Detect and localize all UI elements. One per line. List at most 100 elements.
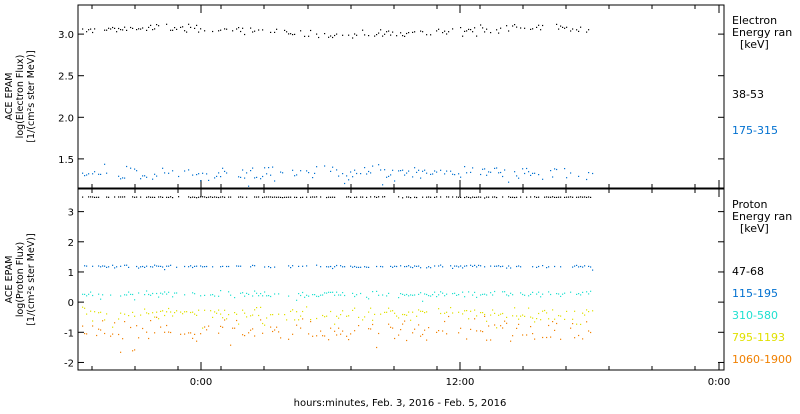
- data-point: [552, 321, 554, 323]
- data-point: [338, 317, 340, 319]
- y-tick-label: -1: [64, 328, 74, 339]
- data-point: [474, 264, 476, 266]
- data-point: [362, 196, 364, 198]
- data-point: [374, 313, 376, 315]
- data-point: [296, 196, 298, 198]
- data-point: [264, 291, 266, 293]
- data-point: [562, 26, 564, 28]
- data-point: [252, 31, 254, 33]
- data-point: [108, 27, 110, 29]
- data-point: [340, 294, 342, 296]
- data-point: [334, 266, 336, 268]
- data-point: [578, 175, 580, 177]
- data-point: [292, 265, 294, 267]
- data-point: [398, 297, 400, 299]
- data-point: [528, 307, 530, 309]
- data-point: [392, 327, 394, 329]
- data-point: [326, 292, 328, 294]
- data-point: [542, 293, 544, 295]
- data-point: [196, 340, 198, 342]
- data-point: [546, 312, 548, 314]
- data-point: [536, 293, 538, 295]
- data-point: [404, 320, 406, 322]
- data-point: [192, 266, 194, 269]
- data-point: [266, 317, 268, 319]
- data-point: [502, 312, 504, 315]
- data-point: [242, 309, 244, 311]
- data-point: [570, 30, 572, 32]
- data-point: [436, 331, 438, 333]
- data-point: [146, 196, 148, 198]
- data-point: [176, 266, 178, 268]
- data-point: [190, 265, 192, 267]
- y-tick-label: 0: [68, 298, 74, 309]
- data-point: [506, 294, 508, 296]
- data-point: [296, 174, 298, 176]
- data-point: [424, 329, 426, 331]
- data-point: [158, 296, 160, 298]
- data-point: [346, 196, 348, 198]
- data-point: [352, 37, 354, 39]
- legend-title: Energy ran: [732, 26, 792, 39]
- data-point: [162, 293, 164, 295]
- data-point: [162, 167, 164, 169]
- data-point: [400, 329, 402, 331]
- data-point: [108, 266, 110, 268]
- data-point: [122, 29, 124, 31]
- data-point: [390, 265, 392, 267]
- data-point: [460, 27, 462, 29]
- data-point: [336, 264, 338, 267]
- data-point: [550, 196, 552, 198]
- data-point: [422, 300, 424, 302]
- data-point: [174, 27, 176, 29]
- data-point: [156, 292, 158, 295]
- data-point: [364, 266, 366, 268]
- data-point: [348, 315, 350, 317]
- legend-title: [keV]: [740, 38, 769, 51]
- data-point: [116, 31, 118, 33]
- data-point: [482, 168, 484, 170]
- data-point: [232, 327, 234, 329]
- data-point: [482, 312, 484, 314]
- data-point: [436, 30, 438, 32]
- data-point: [260, 178, 262, 180]
- data-point: [380, 169, 382, 171]
- data-point: [106, 196, 108, 198]
- data-point: [408, 32, 410, 34]
- y-axis-label: log(Electron Flux): [15, 55, 26, 139]
- data-point: [366, 196, 368, 198]
- data-point: [130, 326, 132, 329]
- data-point: [298, 293, 300, 295]
- data-point: [154, 173, 156, 175]
- data-point: [458, 266, 460, 268]
- data-point: [522, 314, 524, 316]
- data-point: [348, 339, 350, 341]
- data-point: [168, 172, 170, 174]
- data-point: [164, 269, 166, 271]
- data-point: [468, 196, 470, 198]
- data-point: [406, 339, 408, 342]
- data-point: [266, 173, 268, 175]
- data-point: [578, 293, 580, 295]
- data-point: [420, 177, 422, 179]
- data-point: [238, 176, 240, 178]
- data-point: [388, 175, 390, 177]
- data-point: [376, 34, 378, 36]
- data-point: [190, 26, 192, 28]
- data-point: [240, 196, 242, 198]
- data-point: [238, 196, 240, 198]
- data-point: [170, 331, 172, 334]
- data-point: [350, 196, 352, 198]
- data-point: [388, 30, 390, 32]
- data-point: [308, 35, 310, 37]
- data-point: [506, 25, 508, 27]
- data-point: [490, 292, 492, 294]
- x-tick-label: 12:00: [446, 377, 475, 388]
- data-point: [540, 29, 542, 31]
- data-point: [336, 33, 338, 35]
- data-point: [556, 322, 558, 325]
- data-point: [126, 264, 128, 266]
- data-point: [542, 310, 544, 312]
- data-point: [526, 196, 528, 198]
- data-point: [144, 294, 146, 296]
